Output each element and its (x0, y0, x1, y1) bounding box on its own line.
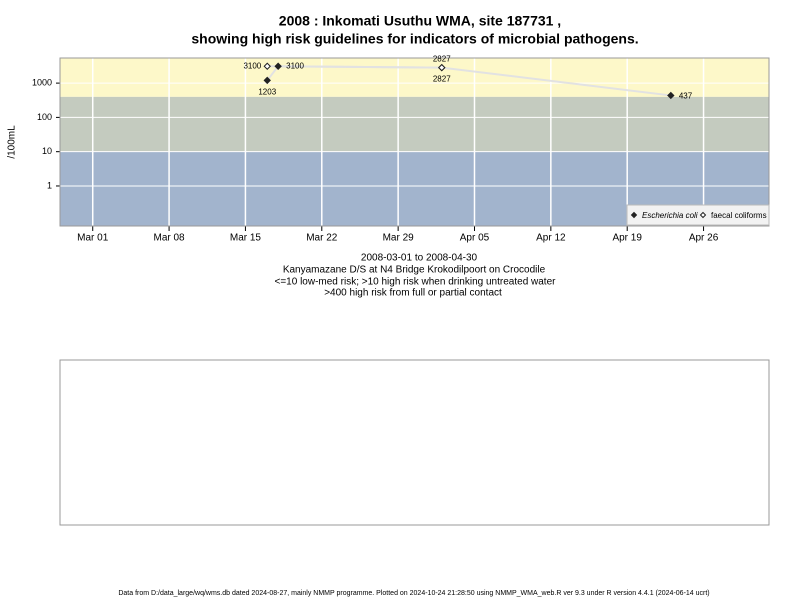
subtitle: 2008-03-01 to 2008-04-30 (361, 253, 478, 264)
data-label: 437 (679, 92, 693, 101)
legend-label: faecal coliforms (711, 211, 767, 220)
subtitle: <=10 low-med risk; >10 high risk when dr… (275, 277, 557, 288)
footer: Data from D:/data_large/wq/wms.db dated … (118, 590, 709, 597)
x-tick-label: Mar 01 (77, 233, 109, 244)
data-label: 1203 (258, 87, 276, 96)
plot-frame (59, 57, 770, 227)
data-point (263, 76, 271, 85)
data-label: 3100 (286, 61, 304, 70)
data-label: 2827 (433, 75, 451, 84)
subtitle: >400 high risk from full or partial cont… (324, 288, 502, 299)
y-tick-label: 10 (42, 146, 52, 156)
data-point (274, 62, 282, 70)
legend-box (626, 204, 770, 226)
data-point (438, 63, 446, 72)
x-tick-label: Mar 15 (230, 233, 262, 244)
risk-band (60, 58, 769, 97)
y-axis-label: /100mL (7, 125, 18, 159)
x-tick-label: Apr 05 (460, 233, 490, 244)
y-tick-label: 1 (47, 180, 52, 190)
data-point (263, 62, 271, 70)
data-label: 3100 (243, 61, 261, 70)
series-line (267, 65, 442, 69)
x-tick-label: Apr 19 (612, 233, 642, 244)
x-tick-label: Mar 08 (154, 233, 186, 244)
legend-marker (630, 211, 638, 219)
data-label: 2827 (433, 55, 451, 64)
x-tick-label: Apr 26 (689, 233, 719, 244)
legend-label: Escherichia coli (642, 211, 698, 220)
x-tick-label: Mar 22 (306, 233, 338, 244)
legend: Escherichia coli faecal coliforms (626, 204, 770, 226)
risk-band (60, 96, 769, 152)
chart-title: showing high risk guidelines for indicat… (191, 31, 638, 47)
subtitle: Kanyamazane D/S at N4 Bridge Krokodilpoo… (283, 265, 546, 276)
legend-marker (699, 211, 707, 219)
empty-panel (59, 359, 770, 526)
x-tick-label: Mar 29 (383, 233, 415, 244)
y-tick-label: 1000 (32, 77, 52, 87)
chart-title: 2008 : Inkomati Usuthu WMA, site 187731 … (279, 13, 561, 29)
x-tick-label: Apr 12 (536, 233, 566, 244)
data-point (667, 91, 675, 100)
y-tick-label: 100 (37, 112, 52, 122)
